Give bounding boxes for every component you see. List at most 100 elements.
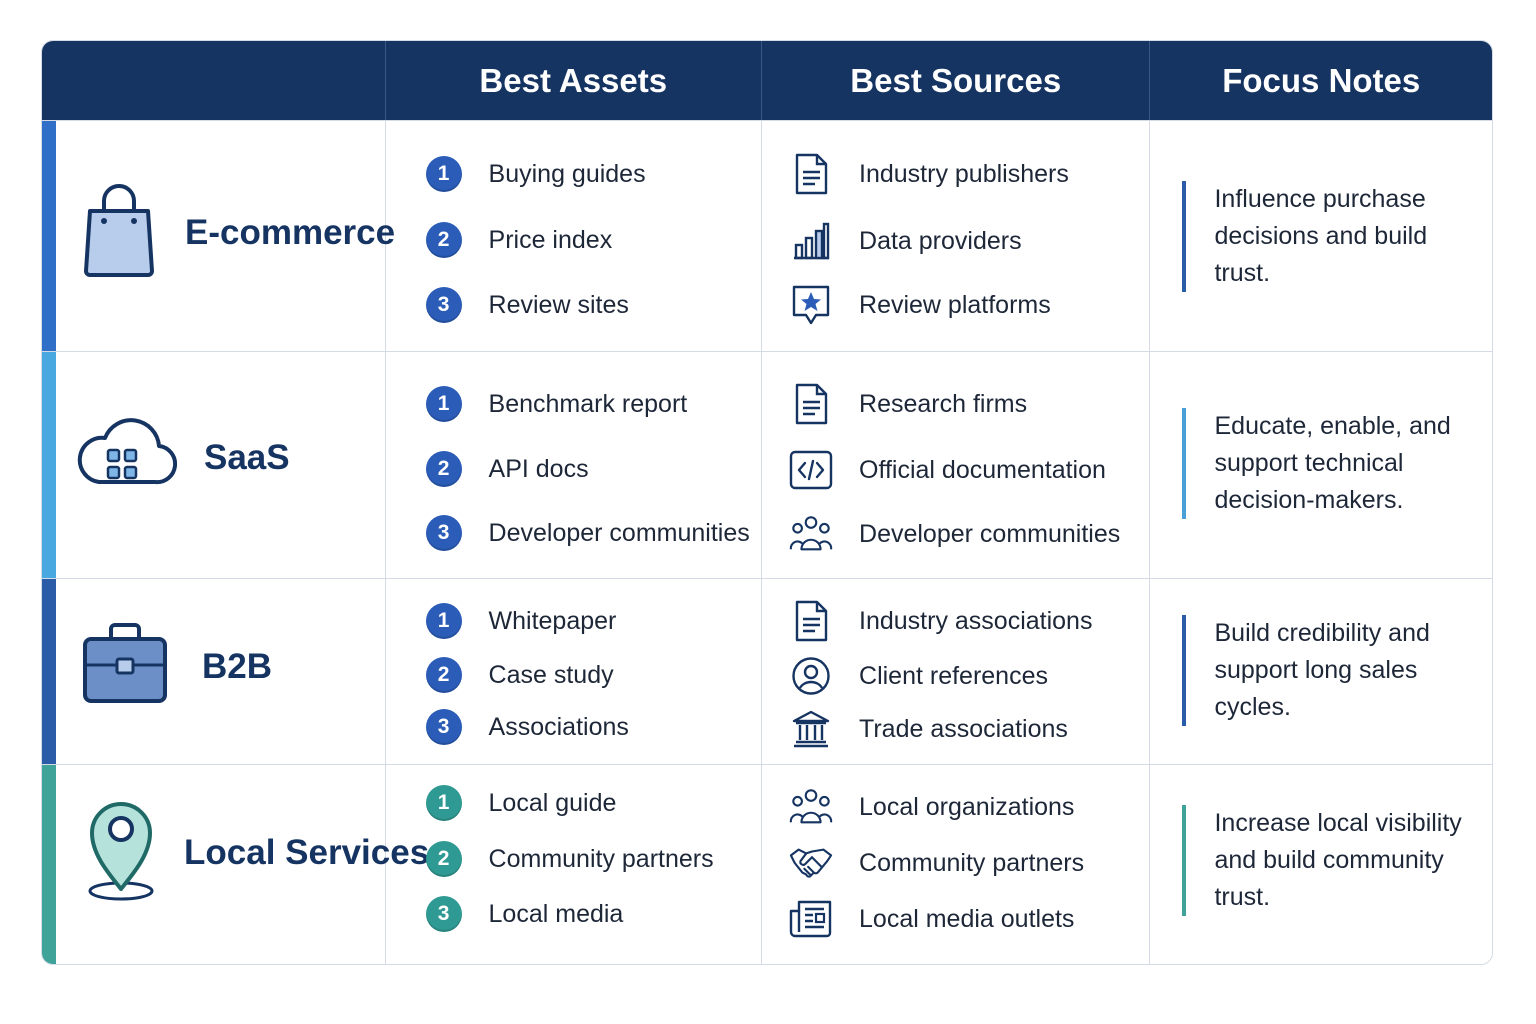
- document-icon: [789, 599, 833, 643]
- asset-item: 1 Benchmark report: [425, 386, 688, 422]
- category-label: E-commerce: [185, 213, 396, 252]
- source-item: Community partners: [789, 841, 1084, 885]
- category-cell: B2B: [42, 579, 386, 764]
- asset-label: Review sites: [488, 290, 629, 319]
- assets-cell: 1 Buying guides 2 Price index 3 Review s…: [386, 121, 763, 351]
- header-focus-notes: Focus Notes: [1222, 61, 1421, 99]
- asset-item: 3 Associations: [425, 709, 629, 745]
- code-icon: [789, 448, 833, 492]
- asset-label: Developer communities: [488, 518, 750, 547]
- asset-item: 1 Local guide: [425, 785, 617, 821]
- rank-badge: 1: [425, 386, 462, 422]
- document-icon: [789, 382, 833, 426]
- category-label: SaaS: [204, 438, 290, 477]
- asset-label: Whitepaper: [488, 606, 617, 635]
- source-item: Trade associations: [789, 707, 1068, 751]
- cloud-apps-icon: [77, 418, 177, 485]
- asset-label: Benchmark report: [488, 389, 688, 418]
- asset-item: 2 API docs: [425, 451, 589, 487]
- source-item: Local media outlets: [789, 897, 1074, 941]
- source-label: Client references: [859, 661, 1048, 690]
- source-item: Data providers: [789, 219, 1022, 263]
- rank-badge: 2: [425, 222, 462, 258]
- source-label: Industry publishers: [859, 159, 1069, 188]
- table-row-local-services: Local Services 1 Local guide 2 Community…: [42, 764, 1492, 964]
- shopping-bag-icon: [84, 184, 154, 277]
- asset-item: 2 Case study: [425, 657, 614, 693]
- asset-item: 2 Price index: [425, 222, 613, 258]
- table-header: Best Assets Best Sources Focus Notes: [42, 41, 1492, 120]
- source-item: Research firms: [789, 382, 1027, 426]
- notes-cell: Educate, enable, and support technical d…: [1150, 352, 1492, 578]
- people-icon: [789, 512, 833, 556]
- institution-icon: [789, 707, 833, 751]
- map-pin-icon: [88, 802, 154, 901]
- row-accent-bar: [42, 352, 56, 578]
- asset-label: Associations: [488, 712, 629, 741]
- source-item: Industry associations: [789, 599, 1092, 643]
- assets-cell: 1 Whitepaper 2 Case study 3 Associations: [386, 579, 763, 764]
- source-label: Industry associations: [859, 606, 1093, 635]
- source-label: Review platforms: [859, 290, 1051, 319]
- comparison-table: Best Assets Best Sources Focus Notes E-c…: [41, 40, 1493, 965]
- notes-cell: Influence purchase decisions and build t…: [1150, 121, 1492, 351]
- row-accent-bar: [42, 765, 56, 964]
- asset-label: Community partners: [488, 844, 714, 873]
- rank-badge: 3: [425, 896, 462, 932]
- focus-note: Educate, enable, and support technical d…: [1182, 408, 1464, 519]
- rank-badge: 3: [425, 287, 462, 323]
- table-row-ecommerce: E-commerce 1 Buying guides 2 Price index…: [42, 120, 1492, 351]
- source-item: Official documentation: [789, 448, 1106, 492]
- source-item: Local organizations: [789, 785, 1074, 829]
- category-cell: Local Services: [42, 765, 429, 964]
- focus-note: Build credibility and support long sales…: [1182, 615, 1464, 726]
- briefcase-icon: [83, 623, 167, 703]
- row-accent-bar: [42, 579, 56, 764]
- user-circle-icon: [789, 654, 833, 698]
- source-label: Trade associations: [859, 714, 1068, 743]
- asset-item: 1 Buying guides: [425, 156, 646, 192]
- asset-label: Case study: [488, 660, 614, 689]
- sources-cell: Local organizations Community partners L…: [762, 765, 1151, 964]
- asset-label: Local guide: [488, 788, 617, 817]
- rank-badge: 1: [425, 603, 462, 639]
- newspaper-icon: [789, 897, 833, 941]
- table-row-saas: SaaS 1 Benchmark report 2 API docs 3 Dev…: [42, 351, 1492, 578]
- rank-badge: 1: [425, 156, 462, 192]
- asset-label: Price index: [488, 225, 613, 254]
- source-item: Developer communities: [789, 512, 1120, 556]
- rank-badge: 1: [425, 785, 462, 821]
- rank-badge: 2: [425, 451, 462, 487]
- handshake-icon: [789, 841, 833, 885]
- source-label: Local media outlets: [859, 904, 1075, 933]
- assets-cell: 1 Benchmark report 2 API docs 3 Develope…: [386, 352, 763, 578]
- header-best-assets: Best Assets: [386, 41, 763, 120]
- asset-label: Local media: [488, 899, 624, 928]
- sources-cell: Industry associations Client references …: [762, 579, 1151, 764]
- rank-badge: 3: [425, 709, 462, 745]
- document-icon: [789, 152, 833, 196]
- source-item: Industry publishers: [789, 152, 1069, 196]
- rank-badge: 2: [425, 657, 462, 693]
- header-best-sources: Best Sources: [762, 41, 1151, 120]
- header-empty: [42, 41, 386, 120]
- assets-cell: 1 Local guide 2 Community partners 3 Loc…: [386, 765, 763, 964]
- asset-label: API docs: [488, 454, 589, 483]
- focus-note: Influence purchase decisions and build t…: [1182, 181, 1464, 292]
- row-accent-bar: [42, 121, 56, 351]
- source-label: Community partners: [859, 848, 1085, 877]
- star-badge-icon: [789, 283, 833, 327]
- focus-note: Increase local visibility and build comm…: [1182, 805, 1464, 916]
- source-label: Data providers: [859, 226, 1022, 255]
- asset-item: 1 Whitepaper: [425, 603, 617, 639]
- bar-chart-icon: [789, 219, 833, 263]
- rank-badge: 3: [425, 515, 462, 551]
- category-cell: E-commerce: [42, 121, 395, 351]
- asset-item: 3 Local media: [425, 896, 624, 932]
- sources-cell: Research firms Official documentation De…: [762, 352, 1151, 578]
- source-label: Local organizations: [859, 792, 1075, 821]
- source-label: Developer communities: [859, 519, 1121, 548]
- notes-cell: Increase local visibility and build comm…: [1150, 765, 1492, 964]
- category-label: Local Services: [184, 833, 430, 872]
- asset-item: 3 Developer communities: [425, 515, 750, 551]
